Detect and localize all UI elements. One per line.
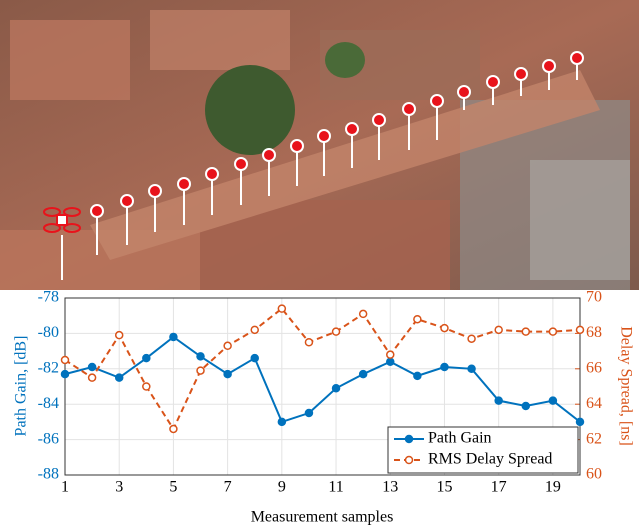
y2-tick-label: 64 bbox=[586, 395, 602, 412]
data-point bbox=[224, 342, 231, 349]
data-point bbox=[441, 364, 448, 371]
data-point bbox=[414, 372, 421, 379]
data-point bbox=[89, 364, 96, 371]
data-point bbox=[170, 425, 177, 432]
x-tick-label: 3 bbox=[115, 479, 123, 496]
legend-marker bbox=[406, 436, 413, 443]
y-tick-label: -86 bbox=[38, 430, 59, 447]
x-tick-label: 5 bbox=[169, 479, 177, 496]
legend-label: Path Gain bbox=[428, 430, 492, 447]
data-point bbox=[224, 371, 231, 378]
data-point bbox=[89, 374, 96, 381]
y2-tick-label: 62 bbox=[586, 430, 602, 447]
y-tick-label: -80 bbox=[38, 324, 59, 341]
data-point bbox=[387, 358, 394, 365]
data-point bbox=[522, 328, 529, 335]
data-point bbox=[197, 367, 204, 374]
legend-label: RMS Delay Spread bbox=[428, 451, 552, 468]
legend-marker bbox=[406, 457, 413, 464]
data-point bbox=[170, 333, 177, 340]
x-tick-label: 19 bbox=[545, 479, 561, 496]
y-tick-label: -88 bbox=[38, 466, 59, 483]
y2-tick-label: 70 bbox=[586, 289, 602, 306]
y2-tick-label: 68 bbox=[586, 324, 602, 341]
data-point bbox=[333, 385, 340, 392]
data-point bbox=[577, 326, 584, 333]
figure: Measurement samples Path Gain, [dB] Dela… bbox=[0, 0, 639, 527]
data-point bbox=[414, 316, 421, 323]
data-point bbox=[116, 332, 123, 339]
data-point bbox=[577, 418, 584, 425]
x-tick-label: 15 bbox=[436, 479, 452, 496]
data-point bbox=[197, 353, 204, 360]
x-tick-label: 9 bbox=[278, 479, 286, 496]
x-tick-label: 17 bbox=[491, 479, 507, 496]
data-point bbox=[251, 355, 258, 362]
data-point bbox=[305, 410, 312, 417]
data-point bbox=[333, 328, 340, 335]
data-point bbox=[62, 371, 69, 378]
data-point bbox=[549, 397, 556, 404]
data-point bbox=[143, 383, 150, 390]
data-point bbox=[116, 374, 123, 381]
y-axis-label: Path Gain, [dB] bbox=[13, 336, 30, 437]
x-tick-label: 1 bbox=[61, 479, 69, 496]
data-point bbox=[143, 355, 150, 362]
data-point bbox=[62, 356, 69, 363]
data-point bbox=[387, 351, 394, 358]
aerial-photo bbox=[0, 0, 639, 290]
data-point bbox=[522, 402, 529, 409]
data-point bbox=[495, 326, 502, 333]
data-point bbox=[468, 365, 475, 372]
data-point bbox=[495, 397, 502, 404]
x-tick-label: 13 bbox=[382, 479, 398, 496]
data-point bbox=[278, 418, 285, 425]
y-tick-label: -82 bbox=[38, 359, 59, 376]
page: Measurement samples Path Gain, [dB] Dela… bbox=[0, 0, 639, 527]
y2-tick-label: 60 bbox=[586, 466, 602, 483]
x-tick-label: 11 bbox=[328, 479, 343, 496]
y-tick-label: -78 bbox=[38, 289, 59, 306]
y2-tick-label: 66 bbox=[586, 359, 602, 376]
x-axis-label: Measurement samples bbox=[251, 509, 394, 526]
legend: Path Gain RMS Delay Spread bbox=[388, 427, 578, 473]
x-tick-label: 7 bbox=[224, 479, 232, 496]
data-point bbox=[360, 310, 367, 317]
data-point bbox=[251, 326, 258, 333]
y-tick-label: -84 bbox=[38, 395, 59, 412]
data-point bbox=[468, 335, 475, 342]
data-point bbox=[360, 371, 367, 378]
data-point bbox=[441, 325, 448, 332]
data-point bbox=[305, 339, 312, 346]
data-point bbox=[278, 305, 285, 312]
y2-axis-label: Delay Spread, [ns] bbox=[617, 326, 634, 446]
data-point bbox=[549, 328, 556, 335]
